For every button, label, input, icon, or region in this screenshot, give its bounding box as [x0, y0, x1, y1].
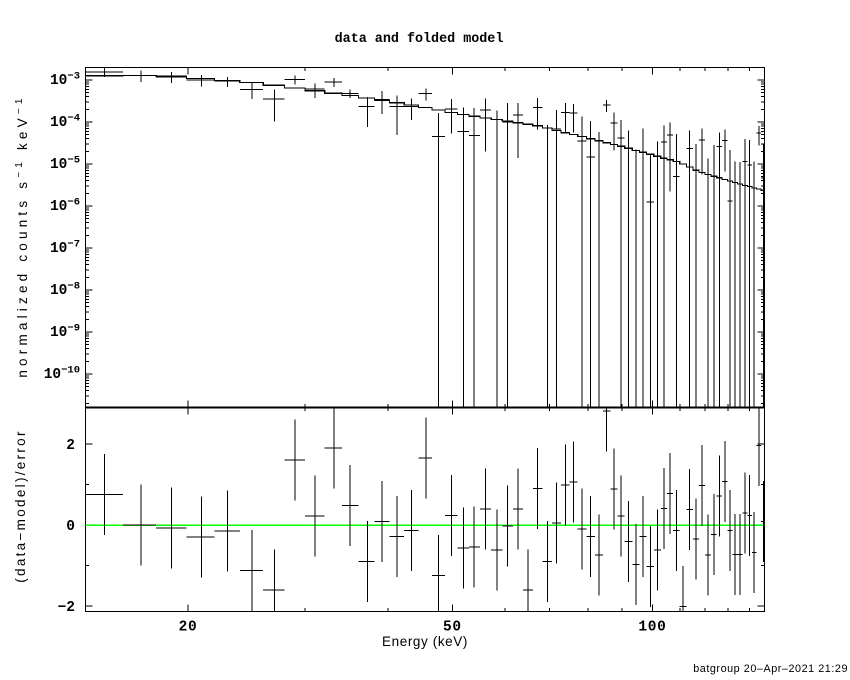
svg-text:(data−model)/error: (data−model)/error: [13, 429, 28, 583]
svg-text:0: 0: [66, 519, 75, 535]
svg-text:20: 20: [179, 620, 198, 636]
svg-text:Energy (keV): Energy (keV): [382, 634, 468, 649]
svg-text:batgroup 20–Apr–2021 21:29: batgroup 20–Apr–2021 21:29: [693, 663, 848, 675]
svg-text:100: 100: [638, 620, 666, 636]
svg-text:2: 2: [66, 438, 75, 454]
svg-text:50: 50: [443, 620, 462, 636]
svg-text:−2: −2: [58, 600, 75, 616]
svg-text:normalized counts s−1 keV−1: normalized counts s−1 keV−1: [14, 94, 30, 377]
svg-text:data and folded model: data and folded model: [335, 32, 504, 47]
